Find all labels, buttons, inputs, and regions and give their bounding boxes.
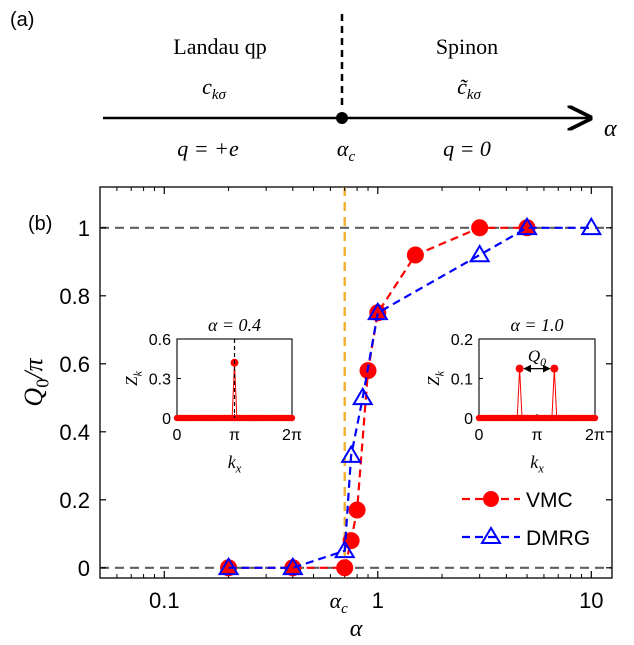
data-point-dmrg xyxy=(340,444,362,463)
inset-x-tick-label: π xyxy=(229,427,240,444)
inset-data-point xyxy=(288,414,296,422)
data-point-dmrg xyxy=(333,539,356,559)
data-point-vmc xyxy=(348,501,366,519)
x-tick-label: 1 xyxy=(372,588,384,613)
x-tick-label: 0.1 xyxy=(149,588,180,613)
legend-label-vmc: VMC xyxy=(526,489,573,512)
inset-x-label: kx xyxy=(228,452,242,476)
alpha-c-tick-label: αc xyxy=(330,588,349,617)
landau-title: Landau qp xyxy=(173,34,266,59)
y-tick-label: 0.6 xyxy=(59,352,90,377)
inset-title: α = 0.4 xyxy=(208,315,261,335)
data-point-dmrg xyxy=(282,556,304,576)
data-point-dmrg xyxy=(468,244,491,263)
inset-frame xyxy=(478,338,596,419)
spinon-operator: c̃kσ xyxy=(457,74,481,103)
inset-y-label: Zk xyxy=(122,370,144,385)
y-tick-label: 0.8 xyxy=(59,284,90,309)
series-line-dmrg xyxy=(228,226,592,569)
inset-peak-point xyxy=(550,364,559,373)
legend-marker-vmc xyxy=(483,491,499,507)
data-point-dmrg xyxy=(516,216,538,236)
q0-annotation: Q0 xyxy=(528,347,546,369)
legend: VMC DMRG xyxy=(462,489,590,550)
x-tick-label: 10 xyxy=(579,588,603,613)
legend-label-dmrg: DMRG xyxy=(526,527,590,550)
critical-point xyxy=(336,112,348,124)
data-point-vmc xyxy=(336,559,354,577)
inset-x-label: kx xyxy=(530,452,544,476)
data-point-vmc xyxy=(471,219,489,237)
inset-y-tick-label: 0 xyxy=(464,411,473,428)
data-point-dmrg xyxy=(217,556,240,576)
landau-operator: ckσ xyxy=(202,74,226,103)
data-point-dmrg xyxy=(351,386,374,406)
inset-y-tick-label: 0 xyxy=(162,411,171,428)
data-point-vmc xyxy=(406,246,424,264)
alpha-axis-label: α xyxy=(604,116,617,142)
spinon-charge: q = 0 xyxy=(443,136,491,161)
main-chart: 0 0.2 0.4 0.6 0.8 1 0.1 1 10 αcα Q0/π xyxy=(19,186,613,642)
y-tick-label: 0.4 xyxy=(59,420,90,445)
inset-y-tick-label: 0.1 xyxy=(451,372,473,389)
data-point-dmrg xyxy=(367,301,389,321)
inset-alpha-0-4: α = 0.4 0 0.3 0.6 0 π 2π kx Zk xyxy=(122,315,302,476)
plot-frame xyxy=(99,186,613,579)
panel-a-label: (a) xyxy=(10,9,34,31)
spinon-title: Spinon xyxy=(436,34,498,59)
inset-frame xyxy=(176,338,293,419)
panel-b-label: (b) xyxy=(28,213,52,235)
inset-peak-point xyxy=(515,364,524,373)
inset-x-tick-label: 2π xyxy=(585,427,605,444)
inset-x-tick-label: 0 xyxy=(475,427,484,444)
alpha-c-label-a: αc xyxy=(337,136,356,165)
inset-y-tick-label: 0.3 xyxy=(149,372,171,389)
y-axis-label: Q0/π xyxy=(19,357,53,406)
inset-title: α = 1.0 xyxy=(510,315,563,335)
inset-x-tick-label: 0 xyxy=(173,427,182,444)
inset-y-tick-label: 0.2 xyxy=(451,332,473,349)
y-tick-label: 1 xyxy=(78,216,90,241)
inset-alpha-1-0: α = 1.0 0 0.1 0.2 0 π 2π kx Zk Q0 xyxy=(424,315,605,476)
panel-a: (a) Landau qp ckσ q = +e Spinon c̃kσ q =… xyxy=(10,9,617,165)
y-tick-label: 0 xyxy=(78,556,90,581)
inset-data-point xyxy=(591,414,599,422)
data-point-dmrg xyxy=(580,216,603,236)
inset-y-label: Zk xyxy=(424,370,446,385)
inset-x-tick-label: 2π xyxy=(282,427,302,444)
y-tick-label: 0.2 xyxy=(59,488,90,513)
landau-charge: q = +e xyxy=(177,136,239,161)
legend-marker-dmrg xyxy=(480,526,502,544)
x-axis-label: α xyxy=(350,616,363,642)
inset-y-tick-label: 0.6 xyxy=(149,332,171,349)
inset-x-tick-label: π xyxy=(531,427,542,444)
